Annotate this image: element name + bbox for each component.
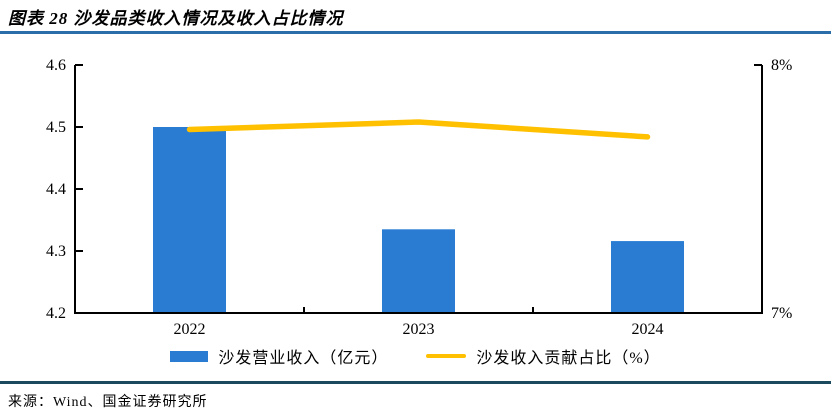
bar-2023 [382, 229, 455, 313]
bar-2024 [611, 241, 684, 313]
title-divider [0, 31, 831, 34]
left-axis-tick-label: 4.6 [46, 57, 66, 74]
chart-legend: 沙发营业收入（亿元） 沙发收入贡献占比（%） [0, 344, 831, 368]
left-axis-tick-label: 4.5 [46, 119, 66, 136]
bar-series-swatch [170, 350, 209, 362]
source-attribution: 来源：Wind、国金证券研究所 [8, 395, 208, 410]
left-axis-tick-label: 4.2 [46, 305, 66, 322]
bar-series-label: 沙发营业收入（亿元） [218, 350, 389, 367]
legend-item-line-series: 沙发收入贡献占比（%） [426, 344, 660, 368]
chart-area: 4.6 4.5 4.4 4.3 4.2 8% 7% 2022 2023 2024 [0, 50, 831, 346]
trend-line [186, 119, 651, 140]
left-axis-tick-label: 4.3 [46, 243, 66, 260]
x-axis-category-label: 2023 [403, 321, 435, 338]
figure-title: 图表 28 沙发品类收入情况及收入占比情况 [8, 9, 344, 28]
line-series-label: 沙发收入贡献占比（%） [476, 350, 661, 367]
right-axis-tick-label: 8% [771, 57, 792, 74]
x-axis-category-label: 2022 [174, 321, 206, 338]
left-axis-tick-label: 4.4 [46, 181, 66, 198]
line-series-swatch [426, 354, 467, 358]
right-axis-tick-label: 7% [771, 305, 792, 322]
chart-canvas: 4.6 4.5 4.4 4.3 4.2 8% 7% 2022 2023 2024 [46, 57, 792, 338]
x-axis-category-label: 2024 [632, 321, 664, 338]
footer-divider [0, 381, 831, 384]
legend-item-bar-series: 沙发营业收入（亿元） [170, 344, 388, 368]
bar-2022 [153, 127, 226, 313]
